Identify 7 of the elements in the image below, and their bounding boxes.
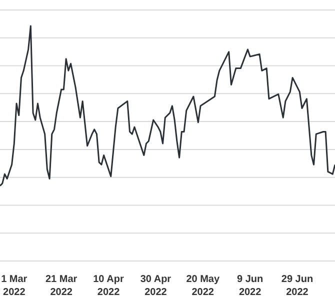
x-tick-label: 29 Jun 2022 [281,274,314,298]
x-tick-label: 30 Apr 2022 [140,274,172,298]
x-tick-label: 20 May 2022 [186,274,220,298]
x-tick-label: 9 Jun 2022 [237,274,264,298]
x-tick-label: 1 Mar 2022 [1,274,28,298]
x-tick-label: 10 Apr 2022 [93,274,124,298]
x-tick-label: 21 Mar 2022 [45,274,78,298]
